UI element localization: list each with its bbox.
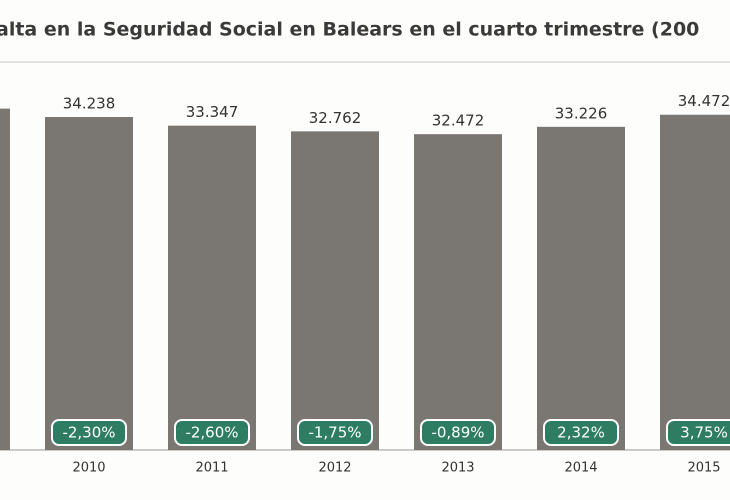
change-label: -2,30%	[62, 424, 115, 442]
change-badge	[297, 419, 373, 446]
bar	[291, 131, 379, 450]
change-label: 2,32%	[557, 424, 605, 442]
change-badge	[51, 419, 127, 446]
change-badge	[666, 419, 730, 446]
x-tick-label: 2014	[564, 461, 597, 476]
change-badge	[543, 419, 619, 446]
bar	[537, 126, 625, 451]
change-label: -2,60%	[185, 424, 238, 442]
value-label: 34.238	[63, 95, 116, 113]
x-tick-label: 2010	[72, 461, 105, 476]
value-label: 32.762	[309, 109, 362, 127]
bar	[168, 125, 256, 451]
x-tick-label: 2015	[687, 461, 720, 476]
bar	[660, 114, 730, 450]
x-tick-label: 2011	[195, 461, 228, 476]
change-badge	[420, 419, 496, 446]
bar	[414, 134, 502, 450]
change-badge	[174, 419, 250, 446]
value-label: 33.226	[555, 104, 608, 122]
x-tick-label: 2013	[441, 461, 474, 476]
x-tick-label: 2012	[318, 461, 351, 476]
value-label: 34.472	[678, 92, 730, 110]
change-label: -0,89%	[431, 424, 484, 442]
bar	[45, 117, 133, 450]
change-label: 3,75%	[680, 424, 728, 442]
value-label: 32.472	[432, 112, 485, 130]
bar	[0, 108, 10, 451]
chart-title: alta en la Seguridad Social en Balears e…	[0, 19, 699, 41]
value-label: 33.347	[186, 103, 239, 121]
change-label: -1,75%	[308, 424, 361, 442]
